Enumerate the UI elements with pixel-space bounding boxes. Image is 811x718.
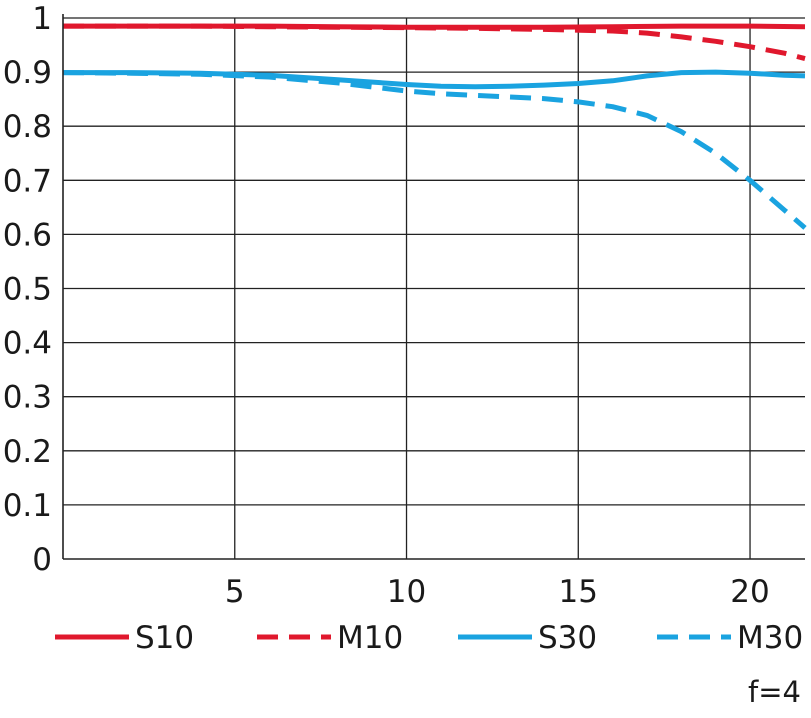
series-lines [62,23,807,230]
y-tick-label-2: 0.2 [3,434,52,470]
y-tick-label-9: 0.9 [3,55,52,91]
y-tick-label-1: 0.1 [3,488,52,524]
series-line-m30 [62,70,807,230]
y-tick-label-3: 0.3 [3,380,52,416]
series-line-m10 [63,23,806,62]
x-tick-label-2: 15 [559,574,598,610]
legend-label-m30: M30 [737,620,803,656]
legend-label-s30: S30 [538,620,597,656]
axes [62,14,805,560]
y-tick-label-5: 0.5 [3,272,52,308]
y-tick-labels: 0 0.1 0.2 0.3 0.4 0.5 0.6 0.7 0.8 0.9 1 [3,1,52,578]
y-tick-label-6: 0.6 [3,217,52,253]
y-tick-label-8: 0.8 [3,109,52,145]
y-tick-label-0: 0 [32,542,52,578]
legend-label-m10: M10 [337,620,403,656]
x-tick-label-3: 20 [730,574,769,610]
grid-lines [63,17,805,559]
y-tick-label-7: 0.7 [3,163,52,199]
aperture-note: f=4 [748,675,801,709]
y-tick-label-10: 1 [32,1,52,37]
series-line-s10 [63,23,806,30]
x-tick-label-1: 10 [387,574,426,610]
legend-label-s10: S10 [135,620,194,656]
y-tick-label-4: 0.4 [3,326,52,362]
x-tick-labels: 5 10 15 20 [225,574,770,610]
x-tick-label-0: 5 [225,574,245,610]
legend: S10 M10 S30 M30 [55,620,803,656]
